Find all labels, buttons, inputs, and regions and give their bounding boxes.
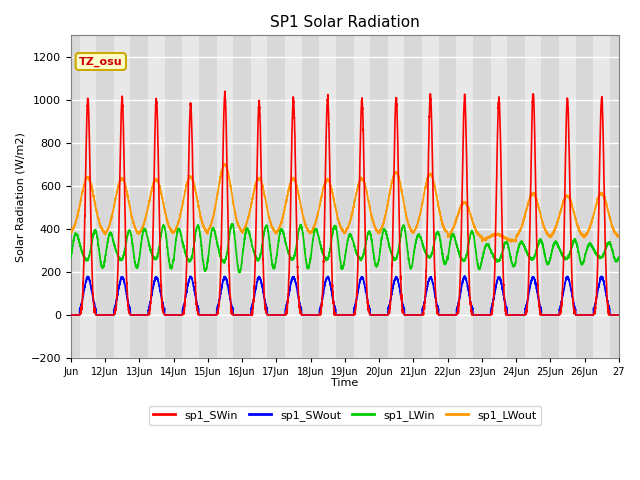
sp1_LWout — [615, 234, 623, 240]
Bar — [131, 36, 140, 358]
Legend: sp1_SWin, sp1_SWout, sp1_LWin, sp1_LWout: sp1_SWin, sp1_SWout, sp1_LWin, sp1_LWout — [148, 406, 541, 425]
Bar — [345, 36, 354, 358]
Bar — [404, 36, 413, 358]
Bar — [516, 36, 525, 358]
sp1_LWin — [395, 246, 403, 252]
Bar — [525, 36, 541, 358]
sp1_LWout — [67, 230, 75, 236]
sp1_SWin — [615, 312, 623, 318]
Bar — [208, 36, 217, 358]
Bar — [80, 36, 96, 358]
Bar — [413, 36, 422, 358]
sp1_SWin — [395, 176, 403, 182]
Bar — [438, 36, 447, 358]
Bar — [456, 36, 473, 358]
Bar — [319, 36, 336, 358]
Bar — [370, 36, 379, 358]
Bar — [96, 36, 105, 358]
sp1_SWout — [615, 312, 623, 318]
sp1_SWout — [365, 303, 373, 309]
Bar — [182, 36, 199, 358]
sp1_LWout — [180, 193, 188, 199]
Bar — [310, 36, 319, 358]
Line: sp1_LWin: sp1_LWin — [71, 224, 619, 273]
Bar — [199, 36, 208, 358]
sp1_SWout — [495, 275, 503, 281]
sp1_LWin — [180, 246, 188, 252]
Bar — [473, 36, 482, 358]
Bar — [105, 36, 114, 358]
Bar — [482, 36, 491, 358]
Bar — [447, 36, 456, 358]
Bar — [217, 36, 233, 358]
sp1_LWout — [395, 174, 403, 180]
sp1_SWout — [180, 301, 188, 307]
sp1_SWout — [461, 273, 468, 279]
Bar — [422, 36, 438, 358]
Bar — [584, 36, 593, 358]
Bar — [559, 36, 575, 358]
sp1_LWout — [536, 210, 544, 216]
sp1_LWin — [495, 257, 503, 263]
sp1_LWout — [221, 161, 229, 167]
sp1_LWin — [365, 228, 373, 234]
sp1_SWout — [522, 304, 530, 310]
sp1_LWin — [522, 248, 530, 254]
Bar — [285, 36, 301, 358]
Bar — [276, 36, 285, 358]
Text: TZ_osu: TZ_osu — [79, 56, 123, 67]
sp1_SWout — [67, 312, 75, 318]
sp1_SWout — [536, 304, 544, 310]
Bar — [173, 36, 182, 358]
Bar — [233, 36, 242, 358]
sp1_LWout — [365, 202, 373, 208]
Bar — [71, 36, 80, 358]
Bar — [610, 36, 619, 358]
sp1_LWin — [615, 255, 623, 261]
Bar — [164, 36, 173, 358]
Bar — [354, 36, 370, 358]
Bar — [148, 36, 164, 358]
Title: SP1 Solar Radiation: SP1 Solar Radiation — [270, 15, 420, 30]
Line: sp1_LWout: sp1_LWout — [71, 164, 619, 242]
sp1_SWin — [221, 88, 228, 94]
Bar — [268, 36, 276, 358]
sp1_SWin — [180, 308, 188, 313]
Bar — [140, 36, 148, 358]
sp1_LWin — [228, 221, 236, 227]
Bar — [379, 36, 388, 358]
sp1_LWin — [67, 255, 75, 261]
Line: sp1_SWout: sp1_SWout — [71, 276, 619, 315]
sp1_SWout — [394, 279, 402, 285]
sp1_SWin — [536, 309, 544, 315]
Bar — [301, 36, 310, 358]
Bar — [575, 36, 584, 358]
sp1_LWout — [507, 239, 515, 245]
Bar — [336, 36, 345, 358]
Bar — [550, 36, 559, 358]
Line: sp1_SWin: sp1_SWin — [71, 91, 619, 315]
sp1_LWin — [536, 238, 544, 244]
sp1_SWin — [522, 312, 530, 317]
sp1_SWin — [67, 312, 75, 318]
Bar — [491, 36, 507, 358]
X-axis label: Time: Time — [331, 378, 358, 388]
sp1_SWin — [365, 307, 373, 313]
Bar — [541, 36, 550, 358]
sp1_LWout — [495, 233, 503, 239]
sp1_LWin — [236, 270, 243, 276]
sp1_LWout — [522, 209, 530, 215]
Y-axis label: Solar Radiation (W/m2): Solar Radiation (W/m2) — [15, 132, 25, 262]
Bar — [507, 36, 516, 358]
sp1_SWin — [495, 99, 503, 105]
Bar — [593, 36, 610, 358]
Bar — [388, 36, 404, 358]
Bar — [114, 36, 131, 358]
Bar — [251, 36, 268, 358]
Bar — [242, 36, 251, 358]
